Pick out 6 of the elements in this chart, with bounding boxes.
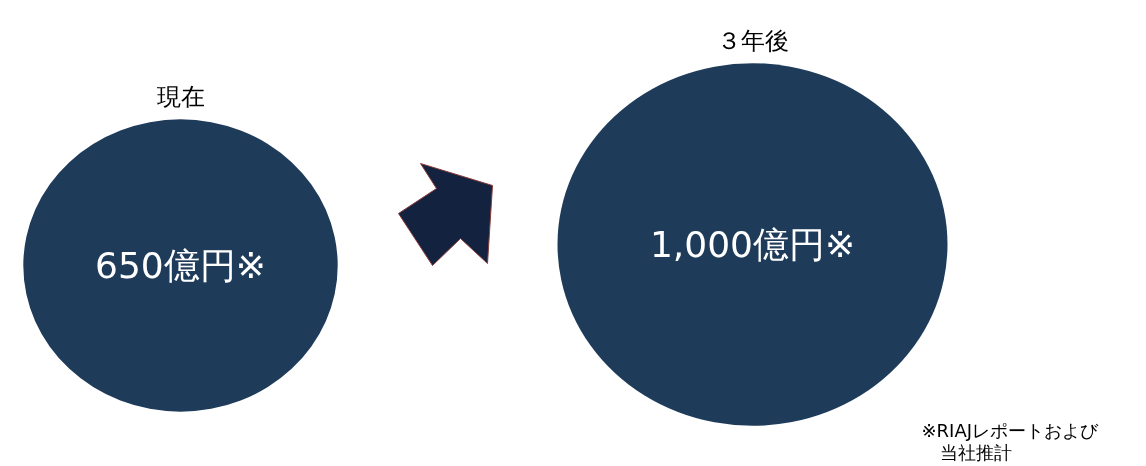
category-label: 現在 [156, 83, 205, 112]
text: ※RIAJレポートおよび [921, 420, 1100, 441]
data-label: 650億円※ [95, 245, 266, 286]
data-label: 1,000億円※ [649, 224, 856, 265]
text: 当社推計 [939, 442, 1012, 463]
category-label: ３年後 [716, 27, 789, 56]
